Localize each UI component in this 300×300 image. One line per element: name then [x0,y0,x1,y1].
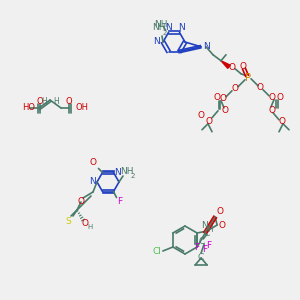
Text: F: F [202,244,208,253]
Text: O: O [206,117,212,126]
Text: O: O [256,83,263,92]
Text: N: N [154,38,160,46]
Text: O: O [37,97,43,106]
Text: H: H [87,224,93,230]
Text: H: H [41,98,47,106]
Text: N: N [201,220,208,230]
Text: O: O [268,106,275,115]
Text: O: O [278,117,286,126]
Text: NH: NH [120,167,134,176]
Text: O: O [239,62,247,71]
Text: F: F [207,241,212,250]
Text: O: O [232,84,238,93]
Text: NH: NH [154,20,167,29]
Text: F: F [195,242,200,251]
Text: O: O [217,208,224,217]
Text: O: O [229,63,236,72]
Text: P: P [245,73,251,83]
Text: H: H [207,226,213,235]
Text: C: C [199,236,205,245]
Text: HO: HO [22,103,35,112]
Text: N: N [178,23,185,32]
Text: N: N [90,178,96,187]
Text: Cl: Cl [152,248,161,256]
Text: O: O [66,97,72,106]
Text: S: S [65,217,71,226]
Text: O: O [220,94,226,103]
Text: 2: 2 [131,173,135,179]
Text: O: O [82,218,88,227]
Text: O: O [77,196,85,206]
Text: O: O [277,93,284,102]
Text: H: H [53,97,59,106]
Text: O: O [221,106,229,115]
Text: C: C [204,229,210,238]
Text: O: O [214,93,220,102]
Text: O: O [219,220,226,230]
Text: NH: NH [152,23,166,32]
Text: O: O [90,158,97,167]
Polygon shape [221,61,230,68]
Text: N: N [202,42,209,51]
Text: N: N [114,168,121,177]
Text: O: O [197,111,205,120]
Text: 2: 2 [163,30,167,36]
Text: O: O [268,93,275,102]
Text: N: N [165,23,172,32]
Text: C: C [198,253,204,262]
Text: F: F [117,197,122,206]
Text: OH: OH [76,103,89,112]
